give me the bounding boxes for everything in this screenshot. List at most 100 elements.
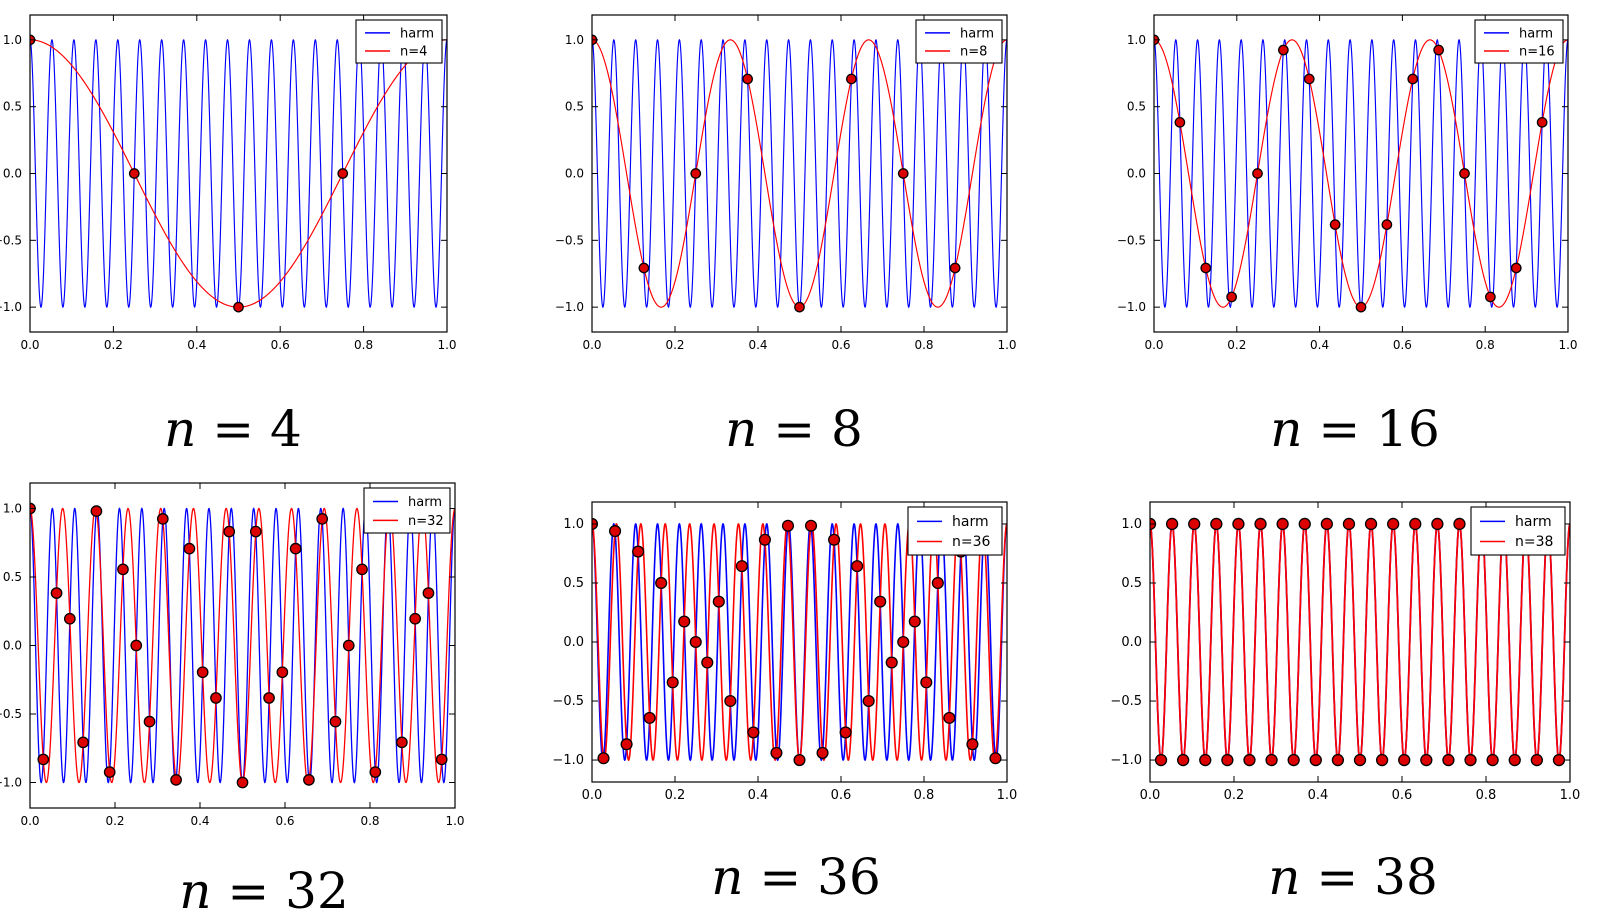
sample-marker: [1309, 753, 1322, 767]
sample-marker: [851, 560, 864, 573]
sample-marker: [1276, 517, 1289, 531]
y-tick-label: 0.5: [1121, 576, 1142, 591]
caption-value: = 38: [1300, 848, 1438, 906]
sample-marker: [1364, 517, 1378, 531]
sample-marker: [1188, 517, 1201, 531]
legend-box: [907, 506, 1003, 556]
harm-curve: [1154, 38, 1568, 309]
caption-variable: n: [1268, 848, 1301, 906]
legend-box: [1470, 506, 1566, 556]
x-tick-label: 0.6: [271, 338, 290, 352]
sample-marker: [1265, 753, 1278, 767]
x-tick-label: 1.0: [1558, 338, 1577, 352]
axes-frame: [591, 14, 1008, 333]
y-tick-label: 0.5: [3, 570, 22, 584]
sample-marker: [989, 752, 1002, 765]
x-tick-label: 0.8: [914, 788, 935, 803]
sample-marker: [897, 635, 910, 649]
x-tick-label: 0.2: [665, 338, 684, 352]
sample-marker: [839, 726, 852, 739]
sample-marker: [1464, 753, 1477, 767]
x-tick-label: 0.2: [104, 338, 123, 352]
sample-marker: [1530, 753, 1543, 767]
sample-marker: [422, 587, 435, 599]
sample-marker: [156, 513, 169, 525]
sample-marker: [828, 533, 841, 546]
sample-marker: [735, 560, 748, 573]
sample-marker: [1353, 753, 1367, 767]
x-tick-label: 0.8: [354, 338, 373, 352]
sample-marker: [770, 746, 783, 759]
x-tick-label: 0.6: [275, 814, 294, 828]
sample-marker: [1232, 517, 1245, 531]
sample-marker: [1329, 219, 1341, 230]
sample-marker: [597, 752, 610, 765]
harm-curve: [592, 522, 1007, 762]
y-tick-label: 0.0: [563, 635, 584, 650]
axes-frame: [1153, 14, 1569, 333]
y-tick-label: 0.0: [1121, 635, 1142, 650]
sample-marker: [236, 776, 249, 789]
sample-marker: [303, 774, 315, 786]
sample-marker: [183, 542, 196, 555]
x-tick-label: 0.0: [582, 338, 601, 352]
sample-marker: [1200, 262, 1212, 274]
sample-marker: [678, 615, 691, 628]
sample-marker: [329, 715, 342, 728]
y-tick-label: 1.0: [3, 33, 22, 47]
x-tick-label: 0.4: [748, 788, 769, 803]
y-tick-label: 0.0: [3, 639, 22, 653]
legend-label-harm: harm: [400, 26, 434, 41]
sample-marker: [666, 676, 679, 689]
sample-markers: [30, 34, 349, 313]
sample-marker: [1199, 753, 1212, 767]
sample-marker: [1398, 753, 1411, 767]
sample-marker: [949, 262, 961, 274]
sample-marker: [1278, 44, 1289, 56]
caption-value: = 8: [757, 400, 863, 458]
sample-marker: [1552, 753, 1566, 767]
legend: harm n=32: [363, 487, 451, 534]
sample-marker: [632, 545, 645, 558]
sample-marker: [620, 738, 633, 751]
y-tick-label: −0.5: [0, 707, 22, 721]
sample-marker: [816, 746, 829, 759]
y-tick-label: −0.5: [0, 233, 22, 247]
y-tick-label: 0.5: [1127, 100, 1146, 114]
sample-marker: [223, 525, 236, 538]
x-tick-label: 0.2: [1227, 338, 1246, 352]
sample-marker: [638, 262, 650, 274]
y-tick-label: 0.5: [565, 100, 584, 114]
sample-marker: [758, 533, 771, 546]
sample-marker: [1226, 291, 1237, 303]
sample-marker: [943, 711, 956, 724]
legend-label-alias: n=16: [1519, 44, 1555, 59]
x-tick-label: 1.0: [445, 814, 464, 828]
sample-marker: [1252, 168, 1263, 179]
caption-variable: n: [164, 400, 197, 458]
x-tick-label: 0.0: [1140, 788, 1161, 803]
x-tick-label: 0.6: [1393, 338, 1412, 352]
x-tick-label: 0.8: [360, 814, 379, 828]
legend-label-harm: harm: [952, 514, 989, 530]
sample-marker: [793, 753, 806, 767]
caption-value: = 16: [1302, 400, 1440, 458]
y-tick-label: −0.5: [1117, 233, 1146, 247]
sample-marker: [276, 666, 289, 679]
y-tick-label: −1.0: [555, 300, 584, 314]
sample-marker: [316, 513, 329, 525]
x-tick-label: 0.8: [914, 338, 933, 352]
y-tick-label: −1.0: [552, 753, 584, 768]
sample-marker: [1375, 753, 1389, 767]
x-tick-label: 0.0: [20, 338, 39, 352]
axes-frame: [1149, 501, 1571, 783]
sample-marker: [1486, 753, 1499, 767]
y-tick-label: 0.0: [565, 167, 584, 181]
y-tick-label: 1.0: [1121, 517, 1142, 532]
sample-marker: [643, 711, 656, 724]
sample-marker: [1287, 753, 1300, 767]
sample-marker: [143, 715, 156, 728]
legend-label-alias: n=4: [400, 44, 427, 59]
y-tick-label: 0.0: [3, 167, 22, 181]
sample-marker: [37, 753, 50, 766]
